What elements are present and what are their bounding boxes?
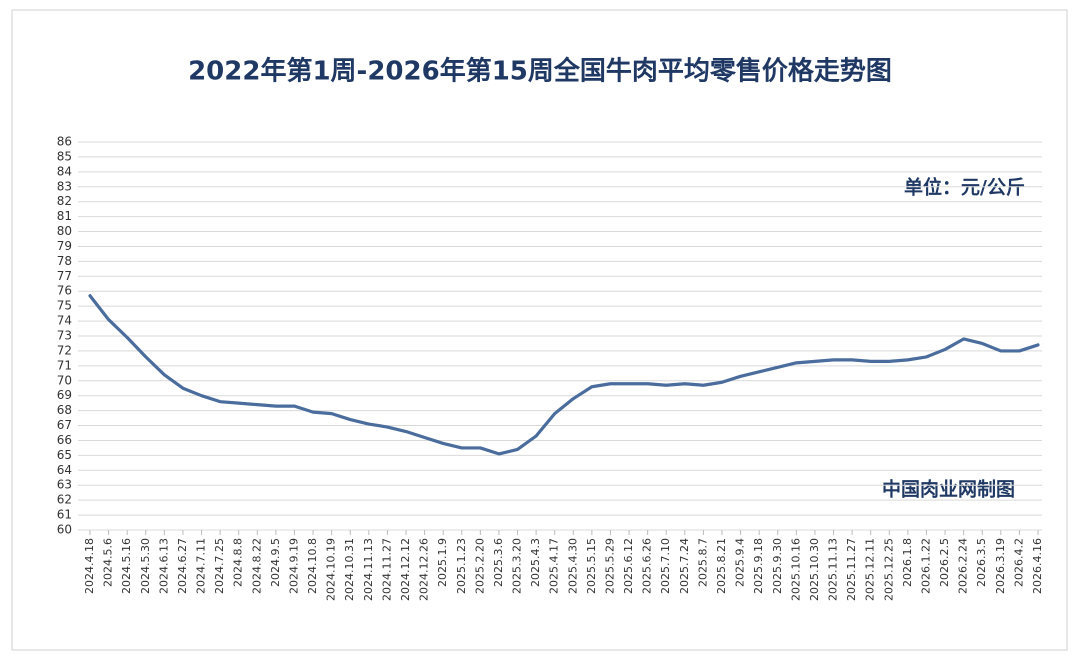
x-tick-label: 2025.9.30 — [771, 538, 784, 594]
y-tick-label: 72 — [57, 343, 72, 357]
y-tick-label: 78 — [57, 254, 72, 268]
y-tick-label: 74 — [57, 314, 72, 328]
x-tick-label: 2025.8.21 — [715, 538, 728, 594]
y-tick-label: 69 — [57, 388, 72, 402]
x-tick-label: 2025.7.10 — [659, 538, 672, 594]
y-tick-label: 66 — [57, 433, 72, 447]
x-tick-label: 2025.12.11 — [864, 538, 877, 601]
x-tick-label: 2026.2.24 — [957, 538, 970, 594]
x-tick-label: 2025.9.4 — [734, 538, 747, 587]
price-line — [88, 294, 1040, 456]
y-tick-label: 64 — [57, 463, 72, 477]
y-tick-label: 60 — [57, 523, 72, 537]
x-tick-label: 2025.6.12 — [622, 538, 635, 594]
x-tick-label: 2025.3.6 — [492, 538, 505, 587]
x-tick-label: 2024.8.8 — [232, 538, 245, 587]
x-tick-label: 2026.4.16 — [1031, 538, 1044, 594]
source-note: 中国肉业网制图 — [882, 478, 1015, 501]
x-tick-label: 2024.11.27 — [380, 538, 393, 601]
x-tick-label: 2025.9.18 — [752, 538, 765, 594]
x-tick-label: 2025.11.27 — [845, 538, 858, 601]
y-tick-label: 62 — [57, 493, 72, 507]
x-tick-label: 2025.6.26 — [641, 538, 654, 594]
y-tick-label: 63 — [57, 478, 72, 492]
x-tick-label: 2025.11.13 — [827, 538, 840, 601]
x-tick-label: 2026.1.22 — [919, 538, 932, 594]
x-tick-label: 2025.5.29 — [603, 538, 616, 594]
x-tick-label: 2024.4.18 — [83, 538, 96, 594]
y-tick-label: 71 — [57, 358, 72, 372]
x-tick-label: 2026.3.19 — [994, 538, 1007, 594]
x-tick-label: 2025.10.30 — [808, 538, 821, 601]
y-tick-label: 76 — [57, 284, 72, 298]
x-tick-label: 2024.12.12 — [399, 538, 412, 601]
y-tick-label: 67 — [57, 418, 72, 432]
x-tick-label: 2025.4.30 — [566, 538, 579, 594]
x-tick-label: 2026.4.2 — [1012, 538, 1025, 587]
x-tick-label: 2024.5.30 — [139, 538, 152, 594]
x-tick-label: 2024.6.27 — [176, 538, 189, 594]
y-tick-label: 70 — [57, 373, 72, 387]
x-tick-label: 2024.10.8 — [306, 538, 319, 594]
chart-title: 2022年第1周-2026年第15周全国牛肉平均零售价格走势图 — [188, 56, 892, 87]
y-tick-label: 68 — [57, 403, 72, 417]
y-tick-label: 82 — [57, 194, 72, 208]
x-tick-label: 2024.11.13 — [362, 538, 375, 601]
x-tick-label: 2025.7.24 — [678, 538, 691, 594]
y-tick-label: 83 — [57, 179, 72, 193]
y-tick-label: 81 — [57, 209, 72, 223]
x-tick-label: 2026.2.5 — [938, 538, 951, 587]
x-tick-label: 2024.9.5 — [269, 538, 282, 587]
x-tick-label: 2025.1.23 — [455, 538, 468, 594]
y-tick-label: 79 — [57, 239, 72, 253]
y-tick-label: 86 — [57, 135, 72, 149]
y-tick-label: 65 — [57, 448, 72, 462]
y-tick-label: 84 — [57, 164, 72, 178]
x-tick-label: 2024.6.13 — [157, 538, 170, 594]
x-tick-label: 2025.8.7 — [696, 538, 709, 587]
y-tick-label: 73 — [57, 329, 72, 343]
x-tick-label: 2025.2.20 — [473, 538, 486, 594]
x-tick-label: 2025.10.16 — [789, 538, 802, 601]
x-tick-label: 2026.3.5 — [975, 538, 988, 587]
x-tick-label: 2024.5.6 — [102, 538, 115, 587]
chart-frame — [11, 9, 1068, 651]
x-tick-label: 2024.7.25 — [213, 538, 226, 594]
x-tick-label: 2024.7.11 — [195, 538, 208, 594]
y-tick-label: 75 — [57, 299, 72, 313]
x-tick-label: 2025.4.17 — [548, 538, 561, 594]
x-tick-label: 2025.12.25 — [882, 538, 895, 601]
x-tick-label: 2024.9.19 — [287, 538, 300, 594]
y-tick-label: 61 — [57, 508, 72, 522]
y-tick-label: 85 — [57, 149, 72, 163]
x-tick-label: 2024.10.19 — [325, 538, 338, 601]
x-tick-label: 2024.10.31 — [343, 538, 356, 601]
x-tick-label: 2026.1.8 — [901, 538, 914, 587]
x-tick-label: 2024.12.26 — [418, 538, 431, 601]
x-tick-label: 2024.5.16 — [120, 538, 133, 594]
x-tick-label: 2025.1.9 — [436, 538, 449, 587]
x-tick-label: 2024.8.22 — [250, 538, 263, 594]
x-tick-label: 2025.3.20 — [511, 538, 524, 594]
x-tick-label: 2025.4.3 — [529, 538, 542, 587]
y-tick-label: 80 — [57, 224, 72, 238]
x-tick-label: 2025.5.15 — [585, 538, 598, 594]
y-tick-label: 77 — [57, 269, 72, 283]
